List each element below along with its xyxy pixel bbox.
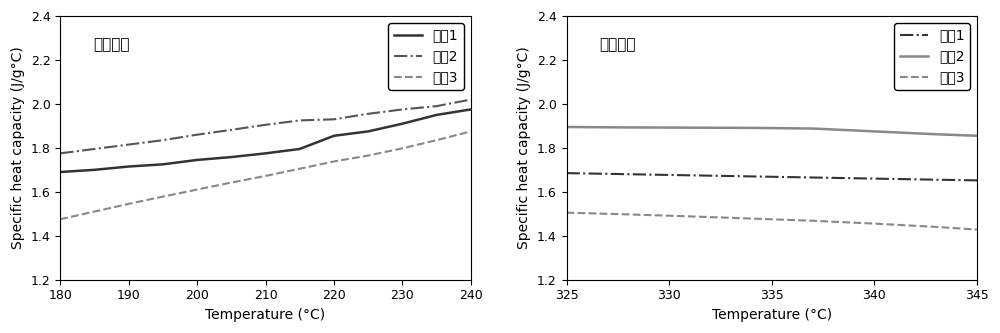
- 实兣2: [431, 104, 443, 108]
- Y-axis label: Specific heat capacity (J/g°C): Specific heat capacity (J/g°C): [517, 47, 531, 249]
- 实兣2: [561, 125, 573, 129]
- 实兣3: [54, 217, 66, 221]
- 实兣1: [88, 168, 100, 172]
- 实兣1: [191, 158, 203, 162]
- 实兣3: [225, 180, 237, 184]
- 实兣2: [971, 134, 983, 138]
- 实兣2: [54, 152, 66, 156]
- 实兣3: [807, 219, 819, 223]
- 实兣2: [191, 133, 203, 137]
- Line: 实兣1: 实兣1: [60, 110, 471, 172]
- 实兣2: [745, 126, 757, 130]
- 实兣3: [191, 187, 203, 191]
- Text: 固态比热: 固态比热: [93, 37, 130, 52]
- 实兣3: [396, 146, 408, 150]
- 实兣3: [260, 174, 272, 178]
- 实兣1: [396, 122, 408, 126]
- X-axis label: Temperature (°C): Temperature (°C): [205, 308, 326, 322]
- 实兣3: [971, 227, 983, 231]
- 实兣2: [294, 119, 306, 123]
- Legend: 实兣1, 实兣2, 实兣3: 实兣1, 实兣2, 实兣3: [388, 23, 464, 90]
- 实兣2: [362, 112, 374, 116]
- 实兣1: [868, 176, 880, 180]
- Y-axis label: Specific heat capacity (J/g°C): Specific heat capacity (J/g°C): [11, 47, 25, 249]
- 实兣1: [745, 174, 757, 178]
- 实兣2: [868, 130, 880, 134]
- 实兣1: [930, 178, 942, 182]
- 实兣1: [294, 147, 306, 151]
- 实兣3: [123, 202, 135, 206]
- 实兣3: [561, 211, 573, 215]
- 实兣1: [225, 155, 237, 159]
- X-axis label: Temperature (°C): Temperature (°C): [712, 308, 832, 322]
- 实兣1: [465, 108, 477, 112]
- 实兣3: [622, 212, 634, 216]
- 实兣1: [622, 172, 634, 176]
- 实兣2: [225, 128, 237, 132]
- 实兣1: [684, 173, 696, 177]
- 实兣1: [431, 113, 443, 117]
- 实兣2: [807, 127, 819, 131]
- Line: 实兣3: 实兣3: [60, 132, 471, 219]
- 实兣3: [157, 194, 169, 198]
- 实兣1: [561, 171, 573, 175]
- 实兣2: [328, 117, 340, 121]
- 实兣1: [54, 170, 66, 174]
- Line: 实兣3: 实兣3: [567, 213, 977, 229]
- 实兣3: [328, 160, 340, 164]
- 实兣1: [260, 152, 272, 156]
- 实兣3: [868, 222, 880, 226]
- 实兣3: [684, 214, 696, 218]
- 实兣2: [157, 138, 169, 142]
- Text: 液态比热: 液态比热: [599, 37, 636, 52]
- 实兣3: [362, 154, 374, 158]
- 实兣1: [328, 134, 340, 138]
- Line: 实兣2: 实兣2: [567, 127, 977, 136]
- 实兣3: [294, 167, 306, 171]
- 实兣2: [396, 108, 408, 112]
- 实兣3: [88, 209, 100, 213]
- 实兣1: [362, 130, 374, 134]
- Line: 实兣2: 实兣2: [60, 100, 471, 154]
- 实兣2: [260, 123, 272, 127]
- 实兣2: [684, 126, 696, 130]
- 实兣2: [622, 126, 634, 130]
- 实兣3: [930, 225, 942, 229]
- 实兣2: [465, 98, 477, 102]
- Legend: 实兣1, 实兣2, 实兣3: 实兣1, 实兣2, 实兣3: [894, 23, 970, 90]
- 实兣3: [745, 216, 757, 220]
- Line: 实兣1: 实兣1: [567, 173, 977, 180]
- 实兣2: [88, 147, 100, 151]
- 实兣2: [930, 132, 942, 136]
- 实兣1: [807, 175, 819, 179]
- 实兣3: [431, 138, 443, 142]
- 实兣2: [123, 143, 135, 147]
- 实兣1: [123, 165, 135, 168]
- 实兣1: [157, 162, 169, 166]
- 实兣1: [971, 178, 983, 182]
- 实兣3: [465, 130, 477, 134]
